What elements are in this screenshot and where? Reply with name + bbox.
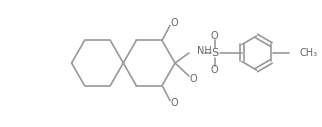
Text: O: O bbox=[211, 65, 219, 75]
Text: O: O bbox=[170, 19, 178, 28]
Text: S: S bbox=[211, 48, 218, 58]
Text: O: O bbox=[211, 31, 219, 41]
Text: NH: NH bbox=[197, 46, 212, 56]
Text: O: O bbox=[189, 74, 197, 84]
Text: CH₃: CH₃ bbox=[299, 48, 317, 58]
Text: O: O bbox=[170, 98, 178, 108]
